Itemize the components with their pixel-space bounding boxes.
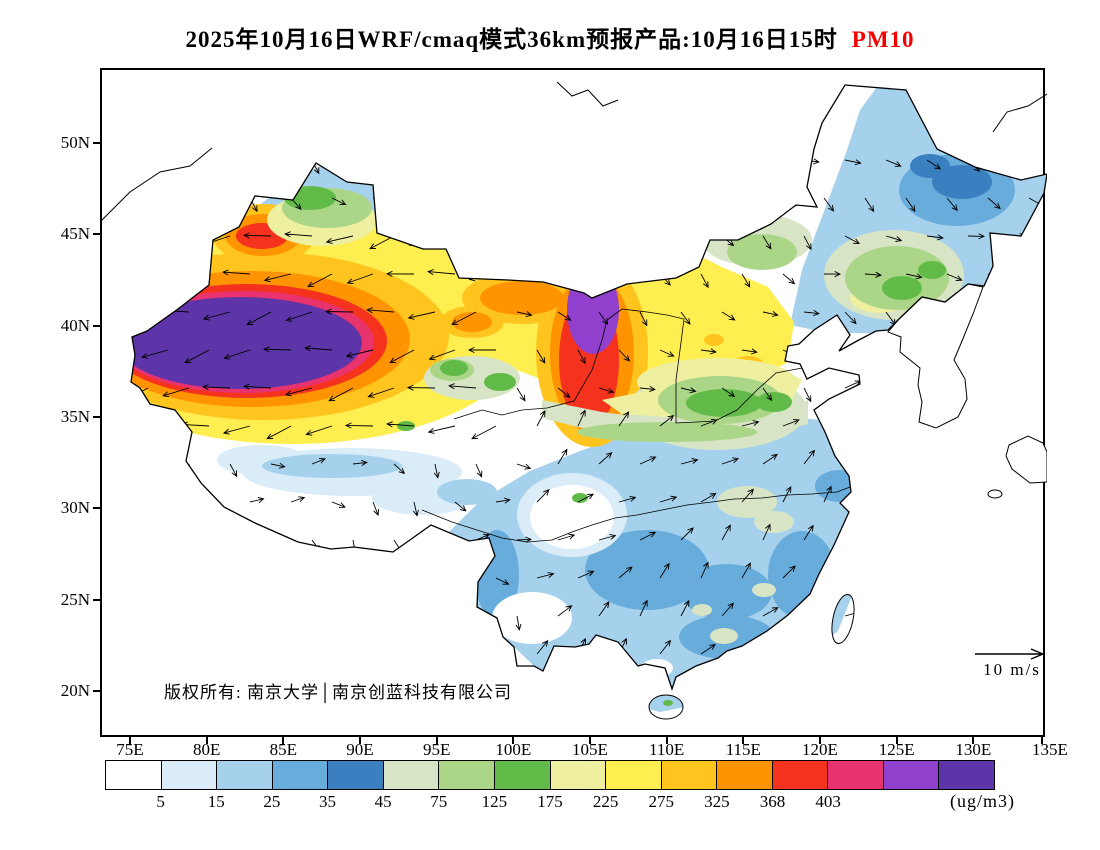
colorbar-unit: (ug/m3) — [950, 791, 1015, 811]
title-pollutant: PM10 — [851, 27, 915, 52]
lat-tick-label: 50N — [60, 133, 90, 152]
lon-tick-label: 130E — [955, 740, 992, 759]
china-map — [102, 81, 1047, 720]
colorbar-segment — [828, 760, 884, 790]
colorbar-segment — [550, 760, 607, 790]
colorbar — [105, 760, 995, 790]
lat-tick — [93, 507, 100, 510]
lon-tick-label: 75E — [116, 740, 144, 759]
lon-tick-label: 80E — [192, 740, 221, 759]
lon-tick — [205, 737, 208, 744]
lat-tick-label: 45N — [60, 224, 90, 244]
colorbar-segment — [939, 760, 995, 790]
lat-tick — [93, 324, 100, 327]
colorbar-segment — [606, 760, 662, 790]
colorbar-segment — [328, 760, 384, 790]
map-plot: 版权所有: 南京大学│南京创蓝科技有限公司 10 m/s — [100, 68, 1047, 737]
lat-tick-label: 40N — [60, 315, 90, 335]
lat-tick-label: 35N — [60, 407, 90, 427]
lon-tick-label: 105E — [572, 740, 608, 759]
title-main: 2025年10月16日WRF/cmaq模式36km预报产品:10月16日15时 — [185, 27, 838, 52]
lat-tick-label: 30N — [60, 498, 90, 518]
lon-tick — [665, 737, 668, 744]
contour-fills — [131, 85, 1047, 719]
figure-title: 2025年10月16日WRF/cmaq模式36km预报产品:10月16日15时 P… — [0, 20, 1100, 54]
copyright-text: 版权所有: 南京大学│南京创蓝科技有限公司 — [164, 683, 513, 702]
colorbar-tick-label: 225 — [592, 792, 619, 811]
lat-tick — [93, 142, 100, 144]
lat-tick-label: 25N — [60, 589, 90, 609]
colorbar-tick-label: 25 — [263, 792, 281, 811]
colorbar-tick-label: 368 — [759, 792, 786, 811]
colorbar-segment — [105, 760, 162, 790]
colorbar-tick-label: 125 — [481, 792, 508, 811]
colorbar-segment — [217, 760, 273, 790]
colorbar-segment — [439, 760, 495, 790]
colorbar-segment — [494, 760, 551, 790]
colorbar-segment — [661, 760, 718, 790]
lon-tick — [895, 737, 898, 744]
colorbar-segment — [883, 760, 940, 790]
wind-scale-label: 10 m/s — [983, 660, 1041, 679]
colorbar-tick-label: 5 — [156, 792, 165, 811]
lon-tick-label: 100E — [495, 740, 532, 759]
lon-tick-label: 95E — [422, 740, 451, 759]
lon-tick — [819, 737, 821, 744]
colorbar-segment — [717, 760, 773, 790]
lat-tick — [93, 233, 100, 236]
colorbar-tick-label: 325 — [704, 792, 730, 811]
lon-tick — [282, 737, 285, 744]
colorbar-segment — [772, 760, 829, 790]
lon-tick — [129, 737, 131, 744]
lat-tick-label: 20N — [60, 681, 90, 701]
lat-tick — [93, 416, 100, 419]
lon-tick — [589, 737, 591, 744]
lon-tick-label: 110E — [649, 740, 685, 759]
lat-tick — [93, 598, 100, 601]
lon-tick — [972, 737, 975, 744]
colorbar-tick-label: 35 — [319, 792, 336, 811]
wind-reference-arrow — [975, 648, 1044, 660]
colorbar-tick-label: 15 — [207, 792, 225, 811]
lon-tick — [1041, 737, 1043, 744]
lat-tick — [93, 690, 100, 693]
colorbar-tick-label: 275 — [648, 792, 675, 811]
lon-tick — [742, 737, 745, 744]
lon-tick — [435, 737, 438, 744]
colorbar-tick-label: 175 — [537, 792, 563, 811]
lon-tick-label: 120E — [802, 740, 838, 759]
colorbar-segment — [272, 760, 329, 790]
colorbar-tick-label: 45 — [374, 792, 392, 811]
lon-tick-label: 85E — [269, 740, 298, 759]
colorbar-segment — [161, 760, 218, 790]
lon-tick-label: 125E — [878, 740, 915, 759]
lon-tick — [512, 737, 515, 744]
lon-tick-label: 115E — [725, 740, 761, 759]
neighbor-coastlines — [887, 283, 1047, 499]
lon-tick-label: 90E — [346, 740, 374, 759]
lon-tick-label: 135E — [1032, 740, 1068, 759]
lon-tick — [359, 737, 361, 744]
colorbar-segment — [383, 760, 440, 790]
colorbar-tick-label: 403 — [815, 792, 841, 811]
colorbar-tick-label: 75 — [430, 792, 448, 811]
